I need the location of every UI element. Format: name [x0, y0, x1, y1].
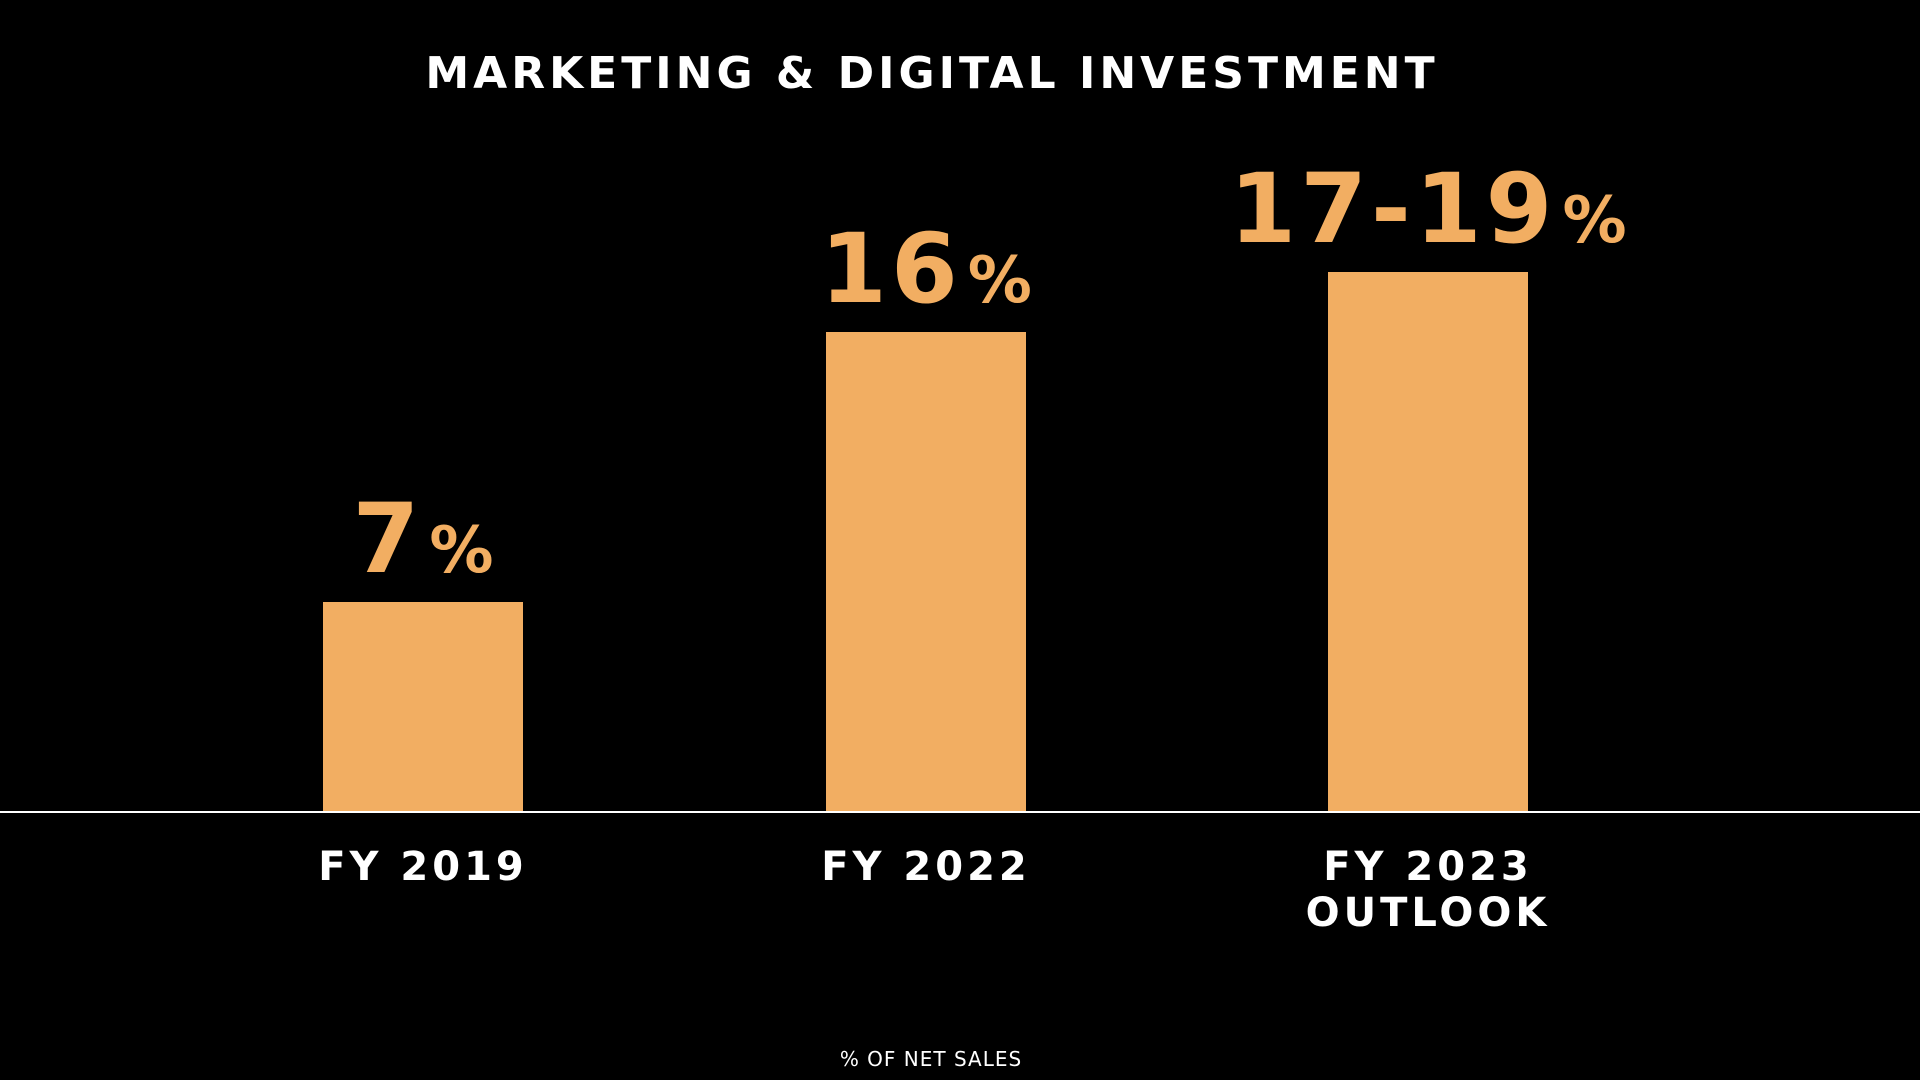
bar-2: [826, 332, 1026, 812]
data-label-unit: %: [1562, 184, 1626, 258]
bars-group: [323, 272, 1528, 812]
data-label-value: 16: [820, 213, 962, 325]
axis-footnote: % OF NET SALES: [839, 1047, 1023, 1071]
chart-title: MARKETING & DIGITAL INVESTMENT: [425, 48, 1439, 99]
data-label-3: 17-19%: [1229, 153, 1626, 265]
data-label-unit: %: [968, 244, 1032, 318]
category-labels-group: FY 2019 FY 2022 FY 2023 OUTLOOK: [318, 844, 1551, 936]
category-label-line: FY 2022: [821, 844, 1031, 890]
data-label-unit: %: [429, 514, 493, 588]
bar-3: [1328, 272, 1528, 812]
data-label-1: 7%: [353, 483, 494, 595]
data-labels-group: 7%16%17-19%: [353, 153, 1627, 595]
category-label-line: OUTLOOK: [1306, 890, 1551, 936]
category-label-2: FY 2022: [821, 844, 1031, 890]
data-label-value: 17-19: [1229, 153, 1556, 265]
category-label-3: FY 2023 OUTLOOK: [1306, 844, 1551, 936]
bar-1: [323, 602, 523, 812]
category-label-line: FY 2023: [1323, 844, 1533, 890]
category-label-1: FY 2019: [318, 844, 528, 890]
data-label-value: 7: [353, 483, 424, 595]
category-label-line: FY 2019: [318, 844, 528, 890]
data-label-2: 16%: [820, 213, 1032, 325]
